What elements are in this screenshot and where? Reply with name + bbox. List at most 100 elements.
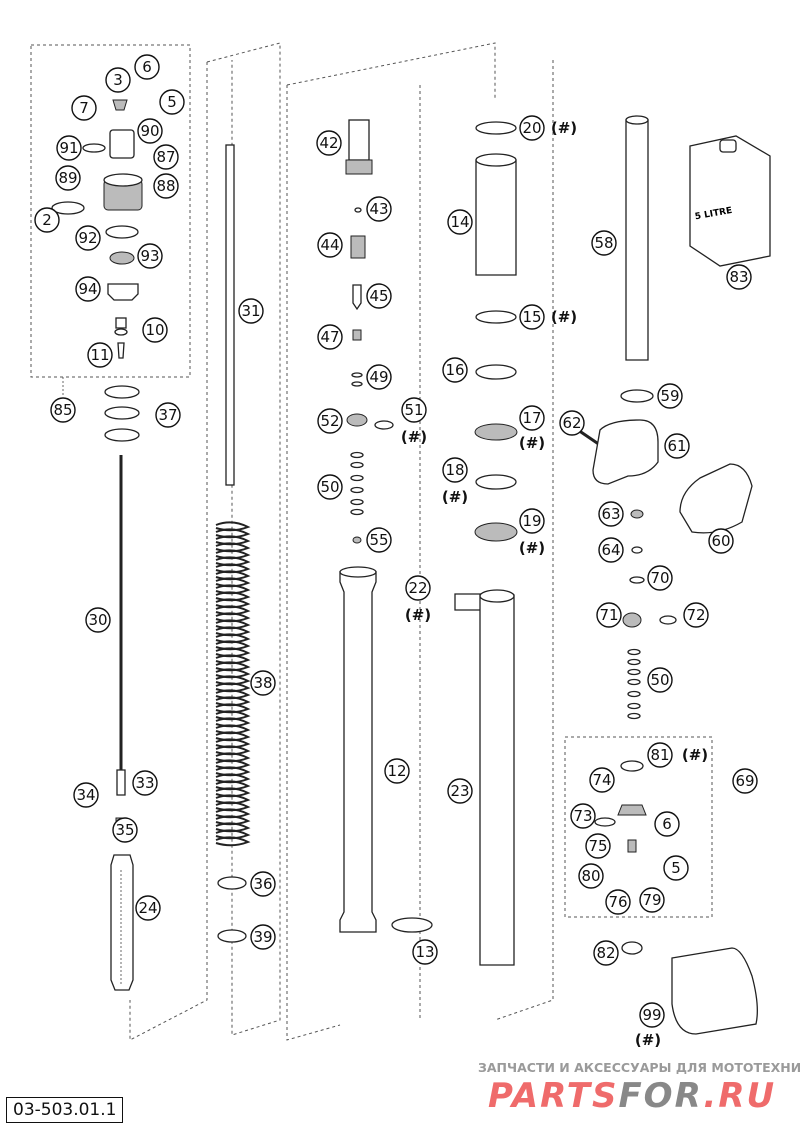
callout-circle (447, 209, 473, 235)
callout-number: 3 (113, 71, 123, 89)
watermark-brand: PARTSFOR.RU (488, 1078, 776, 1114)
callout-circle (598, 501, 624, 527)
callout-74: 74 (589, 767, 615, 793)
callout-50: 50 (647, 667, 673, 693)
callout-11: 11 (87, 342, 113, 368)
callout-15: 15 (#) (519, 304, 577, 330)
callout-23: 23 (447, 778, 473, 804)
callout-7: 7 (71, 95, 97, 121)
callout-circle (155, 402, 181, 428)
callout-circle (591, 230, 617, 256)
callout-number: 19 (522, 512, 541, 530)
callout-18: 18 (#) (442, 457, 468, 506)
cartridge-parts (339, 119, 433, 933)
watermark-tagline: ЗАПЧАСТИ И АКСЕССУАРЫ ДЛЯ МОТОТЕХНИКИ (478, 1060, 800, 1075)
not-included-note: (#) (442, 488, 468, 506)
callout-71: 71 (596, 602, 622, 628)
callout-35: 35 (112, 817, 138, 843)
callout-circle (657, 383, 683, 409)
callout-52: 52 (317, 408, 343, 434)
callout-circle (559, 410, 585, 436)
not-included-note: (#) (551, 119, 577, 137)
callout-number: 92 (78, 229, 97, 247)
callout-circle (570, 803, 596, 829)
washer (350, 508, 364, 516)
not-included-note: (#) (519, 434, 545, 452)
callout-circle (238, 298, 264, 324)
callout-number: 38 (253, 674, 272, 692)
callout-19: 19 (#) (519, 508, 545, 557)
callout-38: 38 (250, 670, 276, 696)
callout-64: 64 (598, 537, 624, 563)
callout-circle (75, 276, 101, 302)
subassembly-frame-69 (564, 736, 713, 918)
callout-number: 47 (320, 328, 339, 346)
callout-number: 93 (140, 247, 159, 265)
callout-circle (519, 405, 545, 431)
callout-89: 89 (55, 165, 81, 191)
callout-circle (317, 324, 343, 350)
callout-circle (585, 833, 611, 859)
callout-circle (250, 871, 276, 897)
callout-circle (401, 397, 427, 423)
callout-number: 72 (686, 606, 705, 624)
callout-number: 14 (450, 213, 469, 231)
callout-number: 51 (404, 401, 423, 419)
callout-circle (519, 304, 545, 330)
callout-circle (447, 778, 473, 804)
callout-5: 5 (159, 89, 185, 115)
callout-circle (366, 283, 392, 309)
callout-number: 35 (115, 821, 134, 839)
washer (350, 461, 364, 469)
callout-number: 71 (599, 606, 618, 624)
callout-number: 62 (562, 414, 581, 432)
callout-number: 87 (156, 148, 175, 166)
callout-circle (519, 508, 545, 534)
not-included-note: (#) (551, 308, 577, 326)
callout-circle (75, 225, 101, 251)
callout-88: 88 (153, 173, 179, 199)
callout-circle (405, 575, 431, 601)
callout-number: 58 (594, 234, 613, 252)
subassembly-frame-85 (30, 44, 191, 378)
callout-14: 14 (447, 209, 473, 235)
callout-circle (153, 144, 179, 170)
callout-37: 37 (155, 402, 181, 428)
callout-number: 81 (650, 746, 669, 764)
callout-number: 64 (601, 541, 620, 559)
callout-number: 5 (671, 859, 681, 877)
callout-75: 75 (585, 833, 611, 859)
callout-17: 17 (#) (519, 405, 545, 452)
callout-34: 34 (73, 782, 99, 808)
callout-99: 99 (#) (635, 1002, 665, 1049)
top-cap-parts (51, 99, 143, 442)
callout-circle (366, 364, 392, 390)
callout-50: 50 (317, 474, 343, 500)
damper-rod-parts (110, 455, 134, 991)
callout-60: 60 (708, 528, 734, 554)
callout-circle (153, 173, 179, 199)
callout-circle (71, 95, 97, 121)
callout-circle (647, 742, 673, 768)
spring-parts (215, 144, 251, 943)
callout-number: 79 (642, 891, 661, 909)
callout-circle (442, 357, 468, 383)
callout-circle (134, 54, 160, 80)
callout-circle (384, 758, 410, 784)
callout-number: 50 (650, 671, 669, 689)
outer-tube-parts (454, 121, 518, 966)
callout-circle (159, 89, 185, 115)
callout-circle (639, 1002, 665, 1028)
callout-circle (50, 397, 76, 423)
callout-circle (664, 433, 690, 459)
callout-circle (142, 317, 168, 343)
callout-number: 82 (596, 944, 615, 962)
washer (627, 678, 641, 686)
callout-number: 52 (320, 412, 339, 430)
callout-number: 13 (415, 943, 434, 961)
callout-number: 5 (167, 93, 177, 111)
washer (350, 486, 364, 494)
callout-5: 5 (663, 855, 689, 881)
callout-number: 45 (369, 287, 388, 305)
callout-51: 51 (#) (401, 397, 427, 446)
